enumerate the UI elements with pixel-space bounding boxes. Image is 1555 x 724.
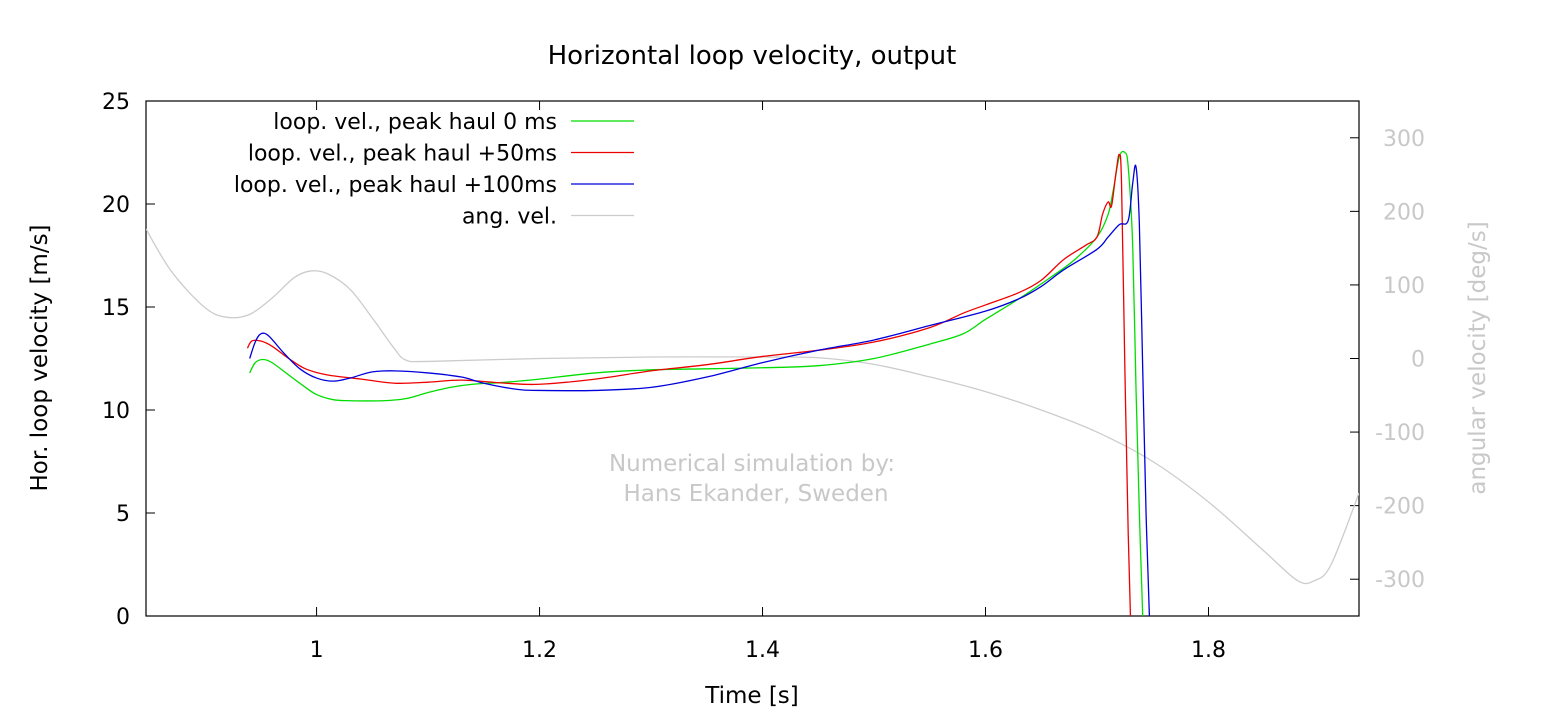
y2-axis-label: angular velocity [deg/s] [1465, 221, 1491, 494]
x-tick-label: 1.2 [522, 638, 557, 663]
x-tick-label: 1.4 [745, 638, 780, 663]
y-tick-label: 15 [102, 296, 130, 321]
series-line-1 [246, 153, 1132, 616]
series-layer [146, 150, 1359, 616]
y2-tick-label: -200 [1375, 495, 1425, 520]
chart-title: Horizontal loop velocity, output [548, 41, 957, 71]
y2-tick-label: -300 [1375, 568, 1425, 593]
y-tick-label: 0 [116, 605, 130, 630]
legend-label: loop. vel., peak haul 0 ms [273, 110, 557, 135]
y2-tick-label: 100 [1383, 274, 1425, 299]
y2-tick-label: 300 [1383, 127, 1425, 152]
legend-label: ang. vel. [462, 205, 557, 230]
y-tick-label: 25 [102, 90, 130, 115]
y-tick-label: 20 [102, 193, 130, 218]
x-tick-label: 1.8 [1191, 638, 1226, 663]
annotation-line-2: Hans Ekander, Sweden [623, 481, 888, 507]
axis-tick-labels: 1 1.2 1.4 1.6 1.8 0 5 10 15 20 25 -300 -200 -100 0 100 2… [102, 90, 1425, 663]
y2-tick-label: -100 [1375, 421, 1425, 446]
series-line-0 [249, 150, 1144, 616]
y2-tick-label: 0 [1411, 348, 1425, 373]
x-tick-label: 1.6 [968, 638, 1003, 663]
series-line-2 [249, 164, 1151, 616]
legend-label: loop. vel., peak haul +100ms [234, 173, 557, 198]
y-axis-label: Hor. loop velocity [m/s] [27, 224, 53, 491]
y-tick-label: 10 [102, 399, 130, 424]
y-tick-label: 5 [116, 502, 130, 527]
annotation-line-1: Numerical simulation by: [609, 451, 895, 477]
x-tick-label: 1 [310, 638, 324, 663]
y2-tick-label: 200 [1383, 200, 1425, 225]
legend-label: loop. vel., peak haul +50ms [248, 142, 557, 167]
legend: loop. vel., peak haul 0 ms loop. vel., pe… [234, 110, 634, 230]
plot-frame [145, 100, 1360, 617]
x-axis-label: Time [s] [704, 683, 799, 709]
series-line-3 [146, 228, 1359, 585]
